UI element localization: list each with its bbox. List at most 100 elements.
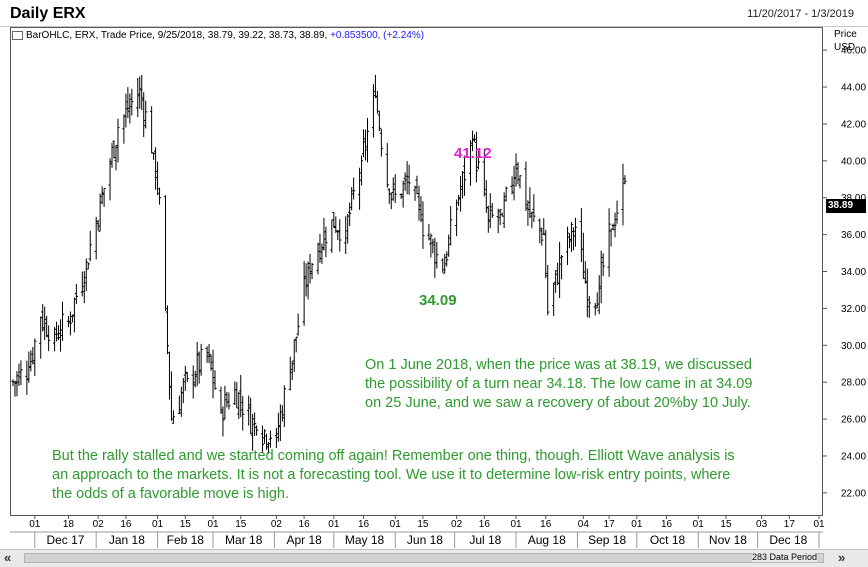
annotation-recovery: On 1 June 2018, when the price was at 38… bbox=[365, 357, 753, 411]
chart-type-icon bbox=[12, 30, 23, 40]
ohlc-bar bbox=[19, 360, 23, 386]
ohlc-bar bbox=[377, 110, 381, 132]
ohlc-bar bbox=[427, 223, 431, 241]
x-month-label: Dec 17 bbox=[46, 533, 84, 547]
ohlc-bar bbox=[421, 201, 425, 249]
ohlc-bar bbox=[579, 208, 583, 263]
scroll-right-icon[interactable]: » bbox=[838, 550, 846, 565]
ohlc-bar bbox=[181, 377, 185, 404]
ohlc-bar bbox=[153, 147, 158, 190]
ohlc-bar bbox=[571, 227, 576, 251]
y-tick-label: 38.00 bbox=[841, 193, 866, 204]
ohlc-bar bbox=[221, 406, 225, 437]
ohlc-bar bbox=[52, 326, 57, 352]
ohlc-bar bbox=[167, 351, 172, 400]
ohlc-bar bbox=[365, 117, 370, 163]
ohlc-bar bbox=[504, 186, 508, 202]
ohlc-bar bbox=[112, 140, 116, 159]
x-day-tick-label: 16 bbox=[358, 519, 370, 530]
x-day-tick-label: 01 bbox=[29, 519, 41, 530]
ohlc-bar bbox=[441, 258, 445, 273]
scroll-thumb[interactable] bbox=[24, 553, 824, 563]
ohlc-bar bbox=[524, 161, 528, 212]
ohlc-bar bbox=[116, 118, 120, 163]
ohlc-bar bbox=[225, 391, 229, 408]
info-change: +0.853500, (+2.24%) bbox=[330, 30, 425, 41]
ohlc-bar bbox=[443, 254, 447, 274]
ohlc-bar bbox=[500, 212, 504, 217]
ohlc-bar bbox=[403, 172, 407, 191]
ohlc-bar bbox=[195, 341, 199, 387]
ohlc-bar bbox=[621, 163, 625, 226]
scroll-left-icon[interactable]: « bbox=[4, 550, 12, 565]
ohlc-bar bbox=[82, 271, 86, 304]
ohlc-bar bbox=[260, 425, 265, 454]
ohlc-bar bbox=[296, 313, 300, 336]
ohlc-bar bbox=[138, 76, 142, 109]
x-day-tick-label: 01 bbox=[631, 519, 643, 530]
ohlc-bar bbox=[597, 275, 601, 315]
ohlc-bar bbox=[288, 356, 292, 391]
ohlc-bar bbox=[310, 262, 314, 280]
x-day-tick-label: 01 bbox=[693, 519, 705, 530]
ohlc-bar bbox=[387, 188, 391, 204]
ohlc-bar bbox=[528, 187, 532, 219]
x-day-tick-label: 01 bbox=[510, 519, 522, 530]
ohlc-bar bbox=[233, 381, 237, 406]
ohlc-bar bbox=[86, 262, 90, 270]
ohlc-bar bbox=[130, 88, 134, 116]
last-price-marker: 38.89 bbox=[826, 199, 866, 213]
ohlc-bar bbox=[223, 385, 227, 420]
ohlc-bar bbox=[308, 253, 312, 284]
ohlc-bar bbox=[348, 202, 352, 227]
ohlc-bar bbox=[278, 404, 282, 442]
ohlc-bar bbox=[413, 185, 417, 201]
ohlc-bar bbox=[338, 219, 342, 252]
ohlc-bar bbox=[276, 412, 280, 442]
x-day-tick-label: 02 bbox=[271, 519, 283, 530]
ohlc-info-line: BarOHLC, ERX, Trade Price, 9/25/2018, 38… bbox=[12, 30, 424, 41]
ohlc-bar bbox=[379, 128, 383, 157]
ohlc-bar bbox=[150, 106, 154, 154]
ohlc-bar bbox=[433, 237, 437, 278]
ohlc-bar bbox=[405, 161, 409, 195]
swing-high-label: 41.12 bbox=[454, 145, 492, 162]
ohlc-bar bbox=[70, 314, 75, 323]
ohlc-bar bbox=[573, 217, 578, 247]
ohlc-bar bbox=[304, 263, 308, 297]
ohlc-bar bbox=[235, 382, 239, 409]
chart-title: Daily ERX bbox=[10, 5, 86, 22]
x-day-tick-label: 02 bbox=[93, 519, 105, 530]
ohlc-bar bbox=[29, 350, 33, 372]
ohlc-bar bbox=[280, 405, 284, 422]
y-tick-label: 42.00 bbox=[841, 119, 866, 130]
ohlc-bar bbox=[94, 216, 98, 260]
ohlc-bar bbox=[128, 93, 132, 124]
ohlc-bar bbox=[191, 365, 195, 399]
x-day-tick-label: 15 bbox=[720, 519, 732, 530]
ohlc-bar bbox=[373, 74, 378, 99]
ohlc-bar bbox=[361, 129, 366, 158]
ohlc-bar bbox=[336, 229, 340, 241]
time-scrollbar[interactable]: « 283 Data Period » bbox=[0, 549, 868, 567]
ohlc-bar bbox=[431, 238, 435, 254]
ohlc-bar bbox=[502, 192, 506, 229]
ohlc-bar bbox=[458, 175, 463, 212]
ohlc-bar bbox=[359, 155, 364, 186]
ohlc-bar bbox=[98, 193, 102, 232]
x-month-label: Oct 18 bbox=[650, 533, 686, 547]
x-day-tick-label: 01 bbox=[390, 519, 402, 530]
ohlc-bar bbox=[488, 193, 492, 229]
ohlc-bar bbox=[266, 442, 271, 454]
ohlc-bar bbox=[518, 175, 522, 189]
ohlc-bar bbox=[470, 130, 475, 152]
ohlc-bar bbox=[609, 228, 613, 247]
ohlc-bar bbox=[152, 152, 156, 160]
date-range: 11/20/2017 - 1/3/2019 bbox=[747, 8, 854, 20]
ohlc-bar bbox=[110, 142, 114, 168]
ohlc-bar bbox=[346, 213, 350, 244]
ohlc-bar bbox=[623, 175, 627, 185]
ohlc-bar bbox=[251, 413, 255, 451]
x-month-label: Nov 18 bbox=[709, 533, 747, 547]
ohlc-bar bbox=[96, 219, 100, 231]
